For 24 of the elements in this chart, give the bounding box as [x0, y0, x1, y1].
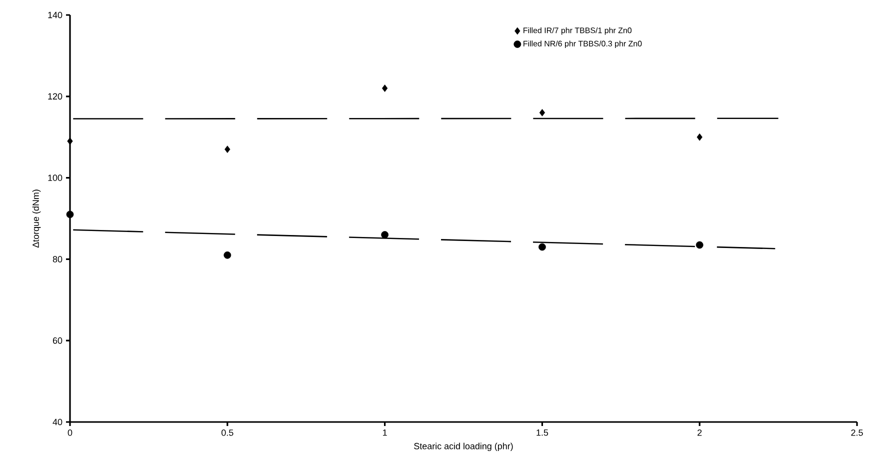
y-tick-label: 120: [48, 93, 62, 100]
x-tick-label: 1: [382, 430, 387, 436]
y-axis-title: Δtorque (dNm): [32, 190, 41, 248]
point: [696, 133, 702, 141]
y-tick-label: 60: [52, 337, 62, 344]
x-axis-title: Stearic acid loading (phr): [414, 442, 513, 452]
point: [224, 146, 230, 153]
y-tick-label: 40: [52, 418, 62, 426]
x-tick-label: 1.5: [536, 430, 548, 436]
point: [539, 108, 546, 116]
point: [67, 137, 73, 145]
x-tick-label: 0: [68, 430, 72, 436]
point: [696, 241, 704, 249]
point: [381, 231, 388, 238]
point: [382, 84, 388, 92]
x-tick-label: 0.5: [222, 430, 234, 436]
point: [224, 251, 232, 259]
y-tick-label: 140: [48, 12, 62, 18]
x-tick-label: 2: [698, 430, 702, 436]
point: [538, 243, 546, 251]
point: [66, 210, 74, 218]
x-tick-label: 2.5: [851, 430, 863, 436]
y-tick-label: 100: [48, 174, 62, 181]
y-tick-label: 80: [52, 256, 62, 262]
